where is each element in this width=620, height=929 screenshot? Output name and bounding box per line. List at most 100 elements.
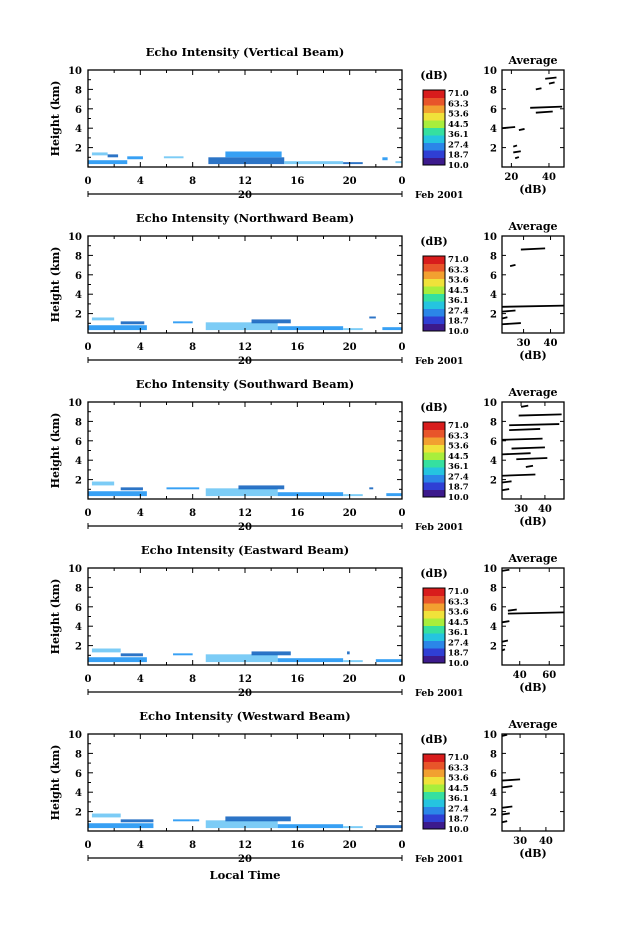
- scale-value-label: 18.7: [448, 483, 469, 493]
- x-tick-label: 12: [238, 342, 252, 353]
- date-month-label: Feb 2001: [415, 522, 464, 533]
- echo-cell: [88, 325, 147, 331]
- x-tick-label: 0: [85, 176, 92, 187]
- average-profile-segment: [501, 437, 543, 441]
- date-day-label: 20: [238, 522, 252, 533]
- average-x-tick-label: 30: [514, 504, 528, 515]
- panel-title: Echo Intensity (Southward Beam): [136, 377, 354, 391]
- scale-value-label: 36.1: [448, 628, 469, 638]
- scale-swatch: [423, 112, 445, 121]
- y-axis-label: Height (km): [49, 413, 62, 489]
- echo-cell: [88, 657, 147, 663]
- echo-cell: [120, 321, 145, 325]
- echo-cell: [251, 651, 291, 656]
- average-profile-segment: [513, 150, 521, 154]
- average-title: Average: [507, 718, 557, 731]
- x-tick-label: 0: [399, 342, 406, 353]
- average-profile-segment: [525, 464, 534, 468]
- y-tick-label: 4: [75, 788, 82, 799]
- y-tick-label: 8: [75, 85, 82, 96]
- x-tick-label: 16: [290, 508, 304, 519]
- scale-value-label: 44.5: [448, 784, 469, 794]
- scale-swatch: [423, 655, 445, 664]
- x-tick-label: 0: [85, 674, 92, 685]
- scale-value-label: 53.6: [448, 276, 469, 286]
- scale-unit-label: (dB): [420, 567, 447, 580]
- scale-swatch: [423, 323, 445, 332]
- average-x-label: (dB): [519, 847, 546, 860]
- x-tick-label: 12: [238, 508, 252, 519]
- average-profile-segment: [535, 87, 542, 91]
- average-y-tick-label: 10: [483, 564, 497, 575]
- scale-swatch: [423, 142, 445, 151]
- echo-cell: [347, 651, 350, 655]
- x-tick-label: 0: [85, 840, 92, 851]
- average-y-tick-label: 10: [483, 66, 497, 77]
- average-frame: [501, 567, 565, 666]
- average-y-tick-label: 10: [483, 730, 497, 741]
- panel-title: Echo Intensity (Eastward Beam): [141, 543, 349, 557]
- echo-cell: [91, 813, 121, 818]
- echo-cell: [120, 653, 143, 657]
- date-day-label: 20: [238, 688, 252, 699]
- y-tick-label: 6: [75, 105, 82, 116]
- x-tick-label: 0: [399, 508, 406, 519]
- scale-value-label: 27.4: [448, 306, 469, 316]
- average-x-tick-label: 60: [542, 670, 556, 681]
- scale-value-label: 71.0: [448, 89, 469, 99]
- scale-swatch: [423, 769, 445, 777]
- scale-value-label: 27.4: [448, 638, 469, 648]
- echo-cell: [91, 152, 108, 156]
- average-profile-segment: [501, 304, 565, 308]
- average-frame: [501, 235, 565, 334]
- average-title: Average: [507, 552, 557, 565]
- echo-cell: [369, 316, 376, 319]
- scale-swatch: [423, 474, 445, 483]
- y-tick-label: 8: [75, 251, 82, 262]
- x-tick-label: 0: [85, 342, 92, 353]
- echo-cell: [91, 481, 115, 486]
- average-y-tick-label: 2: [490, 310, 497, 321]
- scale-value-label: 71.0: [448, 255, 469, 265]
- x-tick-label: 16: [290, 176, 304, 187]
- echo-cell: [91, 648, 121, 653]
- echo-cell: [91, 317, 115, 321]
- average-y-tick-label: 8: [490, 583, 497, 594]
- echo-cell: [343, 826, 363, 829]
- scale-value-label: 44.5: [448, 618, 469, 628]
- scale-value-label: 53.6: [448, 774, 469, 784]
- y-tick-label: 6: [75, 437, 82, 448]
- average-profile-segment: [501, 322, 521, 326]
- average-x-tick-label: 40: [544, 338, 558, 349]
- scale-unit-label: (dB): [420, 69, 447, 82]
- average-profile-segment: [520, 404, 529, 408]
- average-profile-segment: [501, 778, 521, 782]
- average-profile-segment: [509, 428, 541, 432]
- y-tick-label: 8: [75, 749, 82, 760]
- average-frame: [501, 401, 565, 500]
- y-tick-label: 10: [68, 564, 82, 575]
- average-profile-segment: [514, 156, 520, 160]
- echo-cell: [166, 487, 200, 490]
- x-tick-label: 20: [343, 176, 357, 187]
- echo-cell: [343, 162, 363, 165]
- echo-cell: [343, 328, 363, 331]
- average-y-tick-label: 6: [490, 437, 497, 448]
- y-tick-label: 2: [75, 476, 82, 487]
- scale-swatch: [423, 437, 445, 445]
- average-y-tick-label: 10: [483, 232, 497, 243]
- average-profile-segment: [501, 785, 513, 789]
- scale-swatch: [423, 452, 445, 460]
- average-y-tick-label: 6: [490, 271, 497, 282]
- date-day-label: 20: [238, 190, 252, 201]
- scale-value-label: 71.0: [448, 587, 469, 597]
- plot-frame: [87, 235, 403, 334]
- echo-cell: [173, 653, 193, 656]
- scale-value-label: 71.0: [448, 421, 469, 431]
- scale-swatch: [423, 286, 445, 294]
- average-profile-segment: [548, 81, 555, 85]
- y-tick-label: 2: [75, 310, 82, 321]
- average-profile-segment: [511, 446, 545, 450]
- scale-swatch: [423, 489, 445, 498]
